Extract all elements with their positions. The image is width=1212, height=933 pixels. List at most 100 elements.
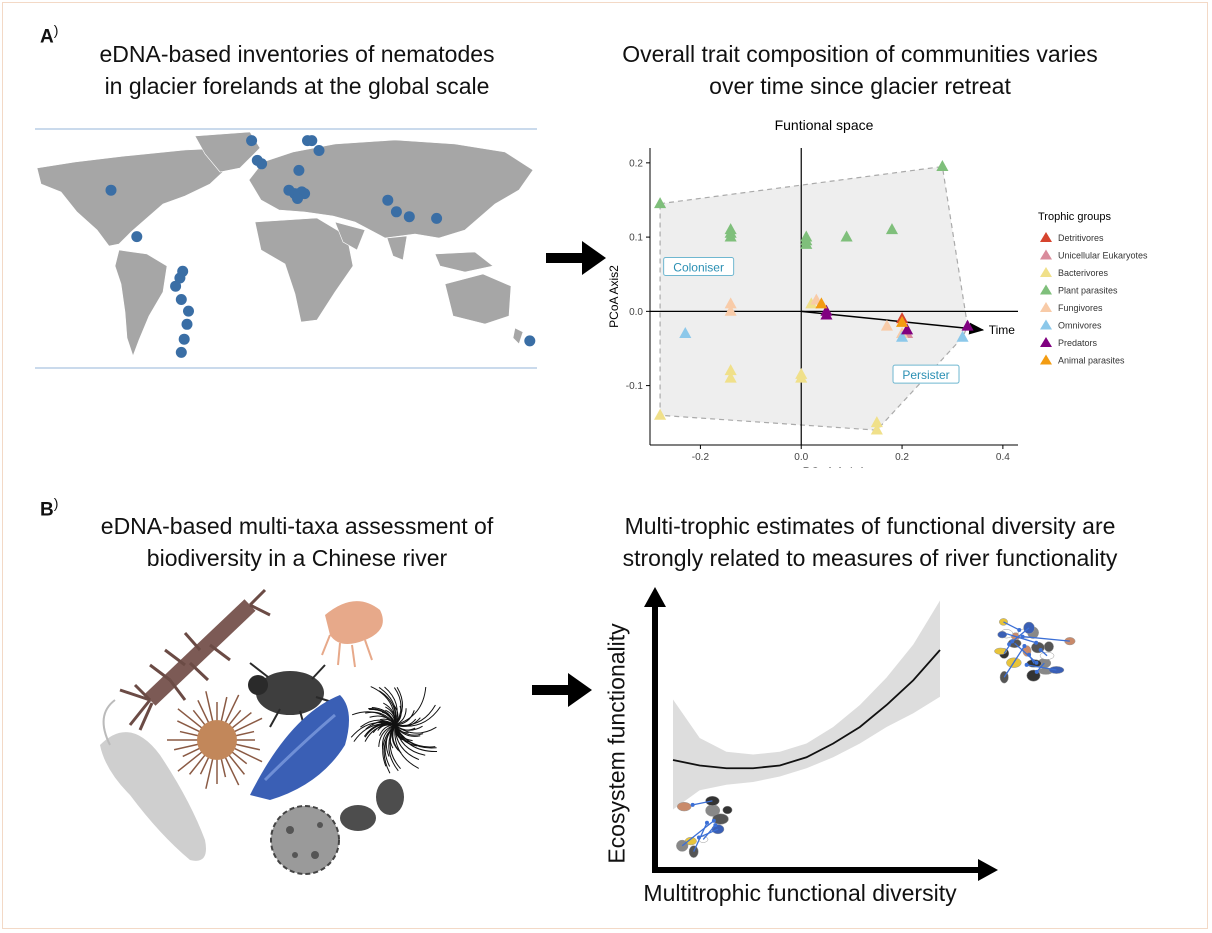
site-point — [105, 184, 117, 196]
low-diversity-network-icon — [676, 795, 733, 858]
high-diversity-network-icon — [994, 618, 1076, 684]
panel-b-label: B) — [40, 495, 59, 521]
scatter-point — [820, 304, 833, 316]
x-tick-label: -0.2 — [692, 452, 710, 463]
site-point — [181, 318, 193, 330]
trend-line — [672, 649, 941, 770]
time-label: Time — [989, 323, 1016, 337]
new-zealand — [512, 327, 524, 345]
se-asia-islands — [434, 251, 494, 273]
legend-swatch — [1040, 354, 1052, 365]
legend-label: Animal parasites — [1058, 356, 1125, 366]
scatter-point — [840, 230, 853, 242]
south-asia — [386, 235, 408, 261]
scatter-point — [961, 319, 974, 331]
land-masses — [36, 131, 534, 357]
coloniser-tag: Coloniser — [673, 261, 724, 275]
scatter-point — [901, 323, 914, 335]
arabia — [334, 221, 366, 251]
scatter-point — [654, 408, 667, 420]
scatter-point — [896, 330, 909, 342]
pcoa-scatter-chart: -0.2 0.0 0.2 0.4 0.2 0.1 0.0 -0.1 Funtional spac… — [607, 117, 1148, 468]
site-point — [292, 193, 303, 204]
fd-x-label: Multitrophic functional diversity — [643, 880, 957, 906]
map-sites — [105, 135, 536, 358]
fd-y-arrowhead — [644, 587, 666, 607]
scatter-point — [936, 159, 949, 171]
scatter-point — [800, 237, 813, 249]
scatter-ylabel: PCoA Axis2 — [607, 265, 621, 328]
coloniser-tag-box — [663, 257, 735, 277]
legend-swatch — [1040, 284, 1052, 295]
scatter-point — [724, 304, 737, 316]
legend-label: Plant parasites — [1058, 286, 1118, 296]
x-tick-label: 0.0 — [794, 452, 808, 463]
site-point — [183, 305, 194, 317]
scatter-point — [880, 319, 893, 331]
scatter-point — [724, 226, 737, 238]
scatter-point — [956, 330, 969, 342]
x-tick-label: 0.4 — [996, 452, 1010, 463]
south-america — [114, 249, 168, 357]
arrow-panel-a — [546, 241, 606, 275]
legend-label: Fungivores — [1058, 303, 1103, 313]
legend-title: Trophic groups — [1038, 211, 1111, 223]
spore-icon — [270, 805, 340, 875]
scatter-point — [724, 364, 737, 376]
scatter-point — [795, 371, 808, 383]
legend-swatch — [1040, 249, 1052, 260]
legend-swatch — [1040, 267, 1052, 277]
scatter-point — [885, 223, 899, 235]
functional-diversity-chart — [644, 587, 1076, 881]
yeast-icon — [340, 779, 404, 831]
africa — [254, 217, 354, 323]
scatter-point — [800, 230, 813, 242]
site-point — [175, 346, 187, 358]
scatter-point — [654, 197, 667, 209]
site-point — [390, 206, 402, 218]
australia — [444, 273, 512, 325]
site-point — [246, 135, 258, 147]
scatter-point — [870, 423, 883, 435]
site-point — [431, 212, 443, 224]
rotifer-icon — [250, 695, 349, 800]
site-point — [175, 294, 187, 305]
site-point — [131, 231, 143, 243]
fd-y-label: Ecosystem functionality — [603, 623, 630, 864]
legend-label: Unicellular Eukaryotes — [1058, 251, 1148, 261]
site-point — [174, 272, 186, 284]
scatter-title: Funtional space — [775, 117, 874, 133]
world-map — [35, 128, 537, 369]
legend-label: Omnivores — [1058, 321, 1102, 331]
site-point — [382, 194, 394, 206]
y-tick-label: 0.0 — [629, 307, 643, 318]
heliozoan-icon — [167, 691, 263, 789]
site-point — [403, 211, 415, 223]
scatter-point — [679, 327, 692, 339]
north-america — [36, 147, 246, 247]
x-tick-label: 0.2 — [895, 452, 909, 463]
site-point — [256, 158, 268, 170]
eurasia — [248, 139, 534, 239]
site-point — [306, 135, 318, 147]
panel-a-label: A) — [40, 22, 59, 48]
greenland — [194, 131, 261, 173]
legend-swatch — [1040, 302, 1052, 312]
legend-label: Predators — [1058, 338, 1098, 348]
legend-label: Bacterivores — [1058, 268, 1109, 278]
scatter-point — [724, 371, 737, 383]
scatter-point — [815, 297, 828, 309]
y-tick-label: 0.1 — [629, 233, 643, 244]
site-point — [170, 280, 182, 292]
site-point — [178, 333, 190, 345]
panel-a-right-title: Overall trait composition of communities… — [622, 41, 1098, 99]
y-tick-label: -0.1 — [626, 381, 644, 392]
confidence-band — [673, 600, 940, 810]
y-tick-label: 0.2 — [629, 158, 643, 169]
site-point — [293, 164, 305, 176]
legend-swatch — [1040, 337, 1052, 347]
panel-b-right-title: Multi-trophic estimates of functional di… — [622, 513, 1118, 571]
legend-swatch — [1040, 319, 1052, 330]
amphipod-icon — [321, 601, 383, 668]
